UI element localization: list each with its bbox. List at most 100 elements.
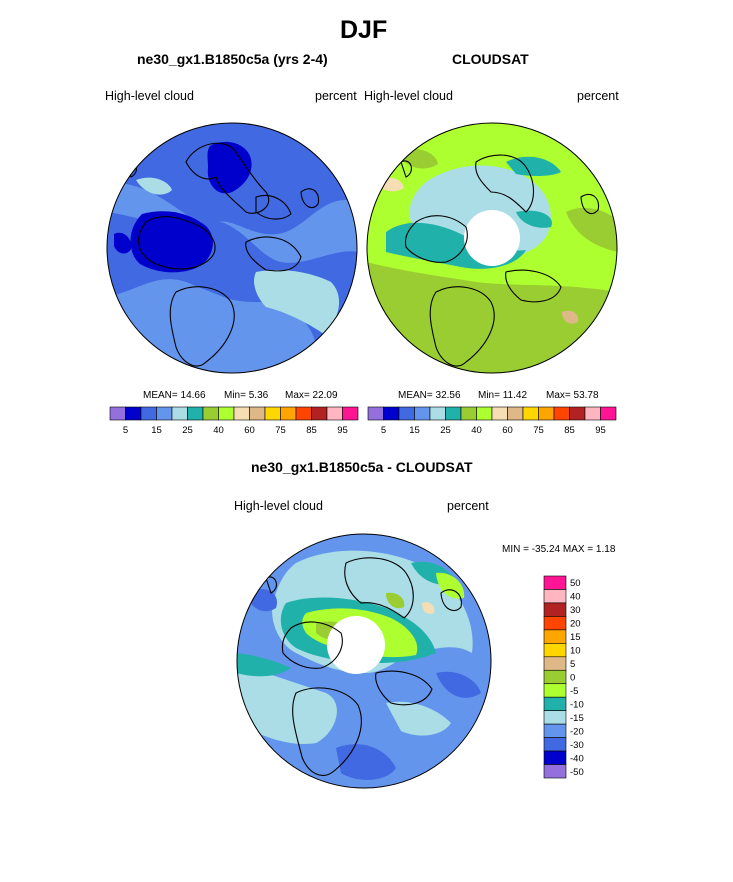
panel-3-field-region xyxy=(422,602,435,614)
panel-2-colorbar-tick-label: 5 xyxy=(381,425,386,436)
panel-1-colorbar-tick-label: 60 xyxy=(244,425,255,436)
panel-3-field-region xyxy=(237,653,291,677)
panel-3-colorbar-tick-label: 20 xyxy=(570,619,581,630)
panel-3-colorbar-swatch xyxy=(543,629,567,644)
panel-2-pole-hole xyxy=(464,210,520,266)
panel-1-colorbar-swatch xyxy=(218,406,235,421)
panel-2-colorbar: 5 15 25 40 60 75 85 95 xyxy=(367,406,617,436)
panel-2-variable-label: High-level cloud xyxy=(364,89,453,103)
panel-1-field-region xyxy=(130,211,213,273)
panel-3-colorbar-swatch xyxy=(543,723,567,738)
panel-3-coastline xyxy=(344,557,414,619)
panel-1-colorbar-swatch xyxy=(326,406,343,421)
panel-3-map-border xyxy=(236,533,492,789)
panel-1-colorbar-swatch xyxy=(171,406,188,421)
panel-3-colorbar-swatch xyxy=(543,656,567,671)
panel-1-colorbar-swatch xyxy=(140,406,157,421)
panel-3-pole-hole xyxy=(327,616,385,674)
panel-1-coastline xyxy=(169,286,235,367)
panel-3-colorbar-swatch xyxy=(543,750,567,765)
panel-1-field-region xyxy=(136,177,172,195)
panel-1-colorbar-swatch xyxy=(295,406,312,421)
panel-1-field-region xyxy=(207,141,252,194)
panel-3-colorbar-swatch xyxy=(543,737,567,752)
panel-1-colorbar-swatch xyxy=(125,406,142,421)
panel-3-colorbar-tick-label: -5 xyxy=(570,686,578,697)
panel-1-colorbar-swatch xyxy=(264,406,281,421)
panel-3-field-region xyxy=(386,701,451,736)
panel-2-units-label: percent xyxy=(577,89,619,103)
panel-3-colorbar-tick-label: -40 xyxy=(570,753,584,764)
panel-3-variable-label: High-level cloud xyxy=(234,499,323,513)
panel-2-colorbar-swatch xyxy=(414,406,431,421)
panel-1-field-region xyxy=(114,232,132,254)
panel-3-colorbar-tick-label: 40 xyxy=(570,592,581,603)
panel-3-colorbar-swatch xyxy=(543,764,567,779)
panel-3-colorbar-tick-label: 15 xyxy=(570,632,581,643)
panel-2-colorbar-tick-label: 15 xyxy=(409,425,420,436)
panel-3-colorbar-tick-label: -30 xyxy=(570,740,584,751)
panel-3-colorbar-swatch xyxy=(543,589,567,604)
panel-2-field-region xyxy=(367,262,617,373)
panel-3-field-region xyxy=(237,663,337,744)
panel-1-colorbar: 5 15 25 40 60 75 85 95 xyxy=(109,406,359,436)
panel-1-colorbar-tick-label: 40 xyxy=(213,425,224,436)
panel-2-colorbar-swatch xyxy=(538,406,555,421)
panel-2-coastline xyxy=(400,160,412,178)
panel-2-colorbar-swatch xyxy=(584,406,601,421)
panel-1-colorbar-tick-label: 75 xyxy=(275,425,286,436)
panel-1-colorbar-swatch xyxy=(109,406,126,421)
panel-2-coastline xyxy=(404,215,468,263)
panel-3-coastline xyxy=(375,670,433,706)
panel-3-coastline xyxy=(292,687,362,776)
panel-3-colorbar-swatch xyxy=(543,575,567,590)
panel-1-colorbar-swatch xyxy=(311,406,328,421)
panel-1-min: Min= 5.36 xyxy=(224,390,269,401)
panel-2-mean: MEAN= 32.56 xyxy=(398,390,461,401)
panel-1-colorbar-swatch xyxy=(249,406,266,421)
panel-2-colorbar-swatch xyxy=(600,406,617,421)
panel-2-coastline xyxy=(429,286,495,367)
panel-2-colorbar-swatch xyxy=(445,406,462,421)
panel-2-colorbar-swatch xyxy=(569,406,586,421)
panel-3-colorbar-tick-label: -50 xyxy=(570,767,584,778)
panel-3-colorbar-swatch xyxy=(543,602,567,617)
panel-1-variable-label: High-level cloud xyxy=(105,89,194,103)
panel-3-colorbar-swatch xyxy=(543,643,567,658)
panel-2-colorbar-tick-label: 95 xyxy=(595,425,606,436)
panel-1-mean: MEAN= 14.66 xyxy=(143,390,206,401)
panel-3-coastline xyxy=(281,621,343,669)
panel-1-coastline xyxy=(255,195,292,220)
panel-2-colorbar-swatch xyxy=(507,406,524,421)
panel-2-colorbar-swatch xyxy=(491,406,508,421)
panel-1-coastline xyxy=(138,216,216,270)
panel-2-field-region xyxy=(566,207,617,252)
panel-1-polar-map xyxy=(106,122,358,374)
panel-1-colorbar-tick-label: 15 xyxy=(151,425,162,436)
panel-1-title: ne30_gx1.B1850c5a (yrs 2-4) xyxy=(137,51,328,67)
panel-3-title: ne30_gx1.B1850c5a - CLOUDSAT xyxy=(251,459,473,475)
panel-1-coastline xyxy=(245,236,302,272)
panel-1-colorbar-tick-label: 5 xyxy=(123,425,128,436)
panel-3-colorbar-tick-label: 30 xyxy=(570,605,581,616)
panel-3-colorbar-swatch xyxy=(543,710,567,725)
panel-3-colorbar-tick-label: 0 xyxy=(570,673,575,684)
panel-2-colorbar-swatch xyxy=(460,406,477,421)
panel-1-field-region xyxy=(254,270,340,334)
panel-3-colorbar-tick-label: -20 xyxy=(570,726,584,737)
panel-1-colorbar-swatch xyxy=(233,406,250,421)
panel-2-coastline xyxy=(475,154,535,213)
panel-2-colorbar-tick-label: 85 xyxy=(564,425,575,436)
panel-2-coastline xyxy=(505,269,562,303)
panel-3-coastline xyxy=(440,589,462,611)
panel-2-colorbar-swatch xyxy=(553,406,570,421)
panel-2-colorbar-swatch xyxy=(522,406,539,421)
panel-3-colorbar-swatch xyxy=(543,696,567,711)
panel-2-colorbar-swatch xyxy=(383,406,400,421)
panel-2-coastline xyxy=(580,193,600,215)
panel-3-colorbar-tick-label: 10 xyxy=(570,646,581,657)
page-title: DJF xyxy=(340,16,388,44)
panel-2-min: Min= 11.42 xyxy=(478,390,528,401)
panel-3-colorbar-swatch xyxy=(543,616,567,631)
